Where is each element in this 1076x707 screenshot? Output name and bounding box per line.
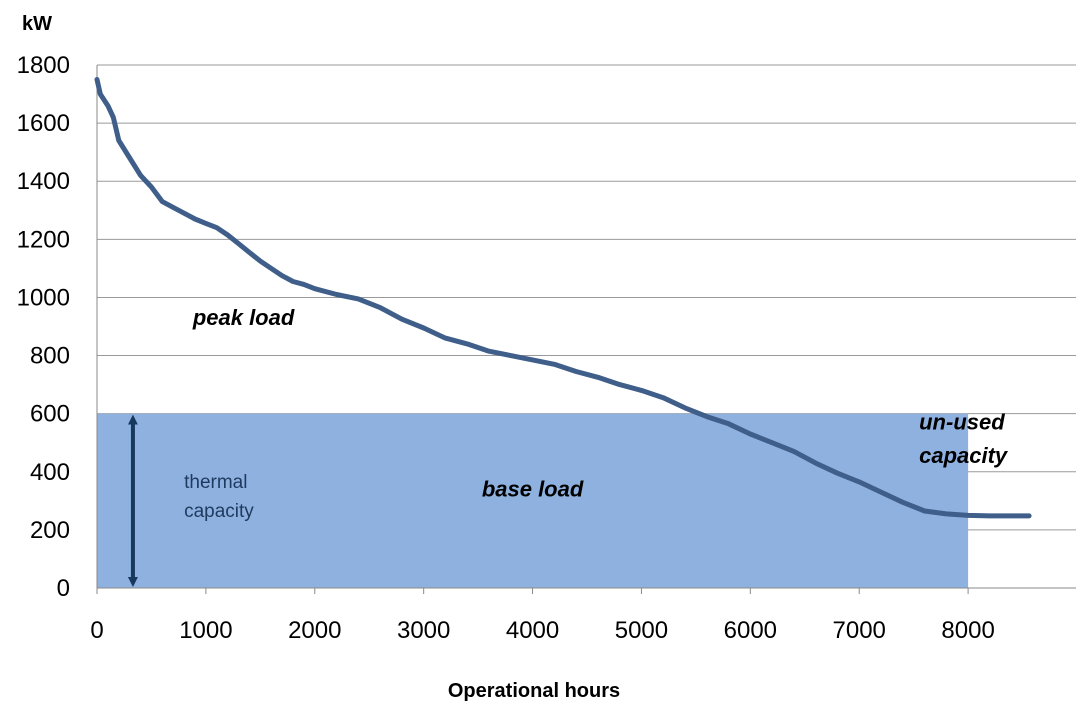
y-tick-label: 1200: [17, 226, 70, 253]
x-tick-label: 6000: [724, 617, 777, 644]
base-load-region: [97, 413, 969, 588]
load-duration-curve: [94, 77, 1032, 519]
x-tick-label: 3000: [397, 617, 450, 644]
axes: 0 200 400 600 800 1000 1200 1400 1600 1800 0 1000 20…: [17, 52, 1076, 644]
y-tick-label: 400: [30, 459, 70, 486]
y-axis-unit-label: kW: [22, 13, 52, 35]
y-tick-label: 600: [30, 401, 70, 428]
x-tick-label: 1000: [179, 617, 232, 644]
thermal-capacity-label-line1: thermal: [184, 472, 247, 493]
x-tick-label: 5000: [615, 617, 668, 644]
y-tick-label: 200: [30, 517, 70, 544]
series: [94, 77, 1032, 519]
peak-load-label: peak load: [192, 305, 295, 330]
unused-capacity-label-line1: un-used: [919, 410, 1005, 435]
y-tick-label: 800: [30, 343, 70, 370]
annotations: peak load base load un-used capacity thermal…: [184, 305, 1009, 522]
x-tick-label: 0: [90, 617, 103, 644]
x-tick-label: 2000: [288, 617, 341, 644]
y-tick-label: 1600: [17, 110, 70, 137]
x-tick-label: 4000: [506, 617, 559, 644]
x-tick-label: 7000: [833, 617, 886, 644]
unused-capacity-label-line2: capacity: [919, 443, 1009, 468]
y-tick-label: 1800: [17, 52, 70, 79]
thermal-capacity-label-line2: capacity: [184, 501, 254, 522]
base-load-label: base load: [482, 476, 584, 501]
y-tick-label: 1000: [17, 284, 70, 311]
y-tick-label: 0: [57, 575, 70, 602]
x-tick-label: 8000: [941, 617, 994, 644]
regions: [97, 413, 969, 588]
y-tick-label: 1400: [17, 168, 70, 195]
x-axis-title: Operational hours: [448, 680, 620, 702]
